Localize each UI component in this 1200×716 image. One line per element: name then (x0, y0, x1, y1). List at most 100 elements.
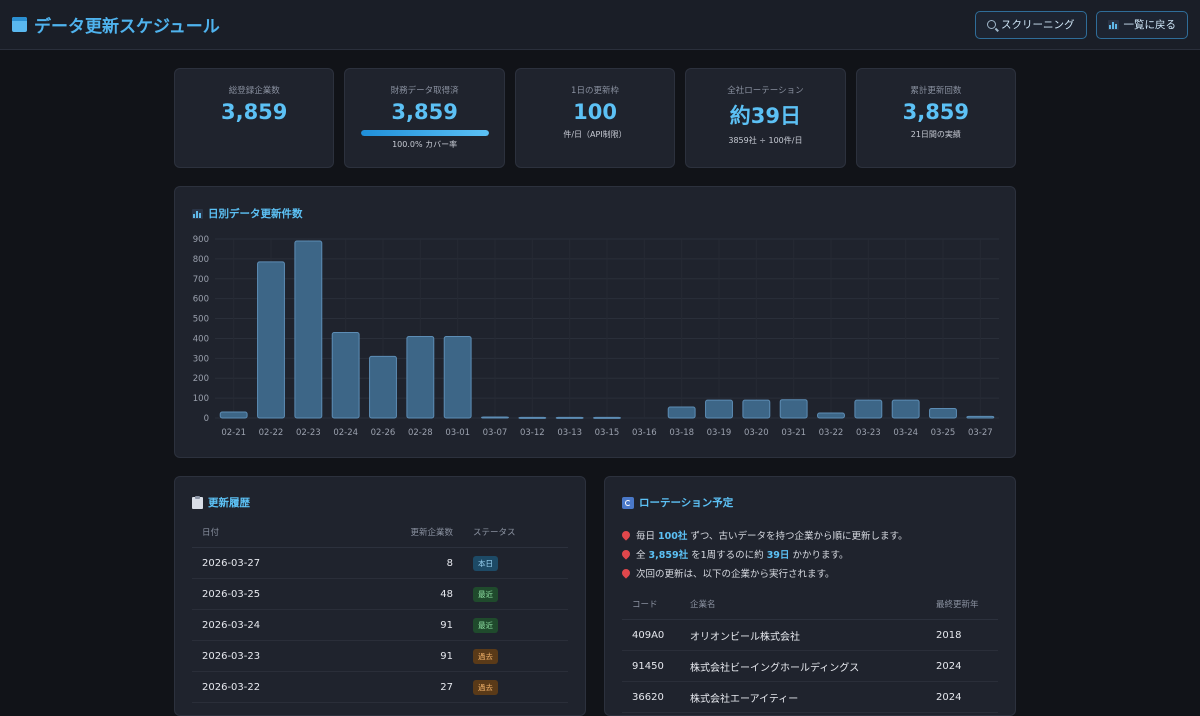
history-count: 48 (342, 578, 463, 610)
table-row: 2026-03-25 48 最近 (192, 578, 568, 610)
table-row: 409A0 オリオンビール株式会社 2018 (622, 619, 998, 651)
stat-sub: 3859社 ÷ 100件/日 (728, 136, 803, 145)
x-tick-label: 02-28 (408, 428, 433, 438)
stat-value: 3,859 (220, 100, 288, 124)
column-header-last-year: 最終更新年 (926, 598, 998, 620)
chart-title: 日別データ更新件数 (192, 206, 303, 221)
calendar-icon (12, 17, 27, 32)
bar-03-19 (705, 399, 733, 419)
column-header-count: 更新企業数 (342, 526, 463, 548)
bar-03-12 (518, 416, 547, 419)
stat-label: 総登録企業数 (228, 86, 280, 96)
table-row: 91450 株式会社ビーイングホールディングス 2024 (622, 650, 998, 682)
update-history-panel: 更新履歴 日付 更新企業数 ステータス 2026-03-27 8 本日 2026-03… (174, 476, 586, 716)
stat-sub: 件/日（API制限） (563, 130, 627, 139)
history-count: 8 (342, 547, 463, 579)
status-badge: 過去 (473, 648, 498, 664)
rotation-title: ローテーション予定 (622, 495, 998, 510)
pushpin-icon (620, 529, 632, 541)
table-header-row: 日付 更新企業数 ステータス (192, 526, 568, 548)
bar-03-21 (779, 399, 808, 419)
highlight-value: 100社 (658, 531, 688, 542)
x-tick-label: 02-21 (221, 428, 246, 438)
chart-title-text: 日別データ更新件数 (208, 208, 303, 220)
table-row: 2026-03-27 8 本日 (192, 547, 568, 579)
stat-rotation: 全社ローテーション 約39日 3859社 ÷ 100件/日 (685, 68, 846, 168)
history-date: 2026-03-27 (192, 547, 343, 579)
x-tick-label: 03-18 (669, 428, 694, 438)
history-count: 91 (342, 609, 463, 641)
column-header-status: ステータス (463, 526, 568, 548)
stat-value: 約39日 (729, 104, 802, 128)
status-badge: 最近 (473, 617, 498, 633)
y-tick-label: 200 (193, 374, 209, 384)
history-table: 日付 更新企業数 ステータス 2026-03-27 8 本日 2026-03-25 48… (192, 526, 568, 703)
bar-02-23 (294, 240, 323, 419)
x-tick-label: 03-01 (445, 428, 470, 438)
note-fragment: 全 (636, 550, 649, 561)
stats-row: 総登録企業数 3,859 財務データ取得済 3,859 100.0% カバー率 … (174, 68, 1017, 168)
x-tick-label: 03-25 (931, 428, 956, 438)
table-row: 2026-03-24 91 最近 (192, 609, 568, 641)
stat-value: 3,859 (902, 100, 970, 124)
screening-button[interactable]: スクリーニング (975, 10, 1087, 39)
y-tick-label: 300 (193, 354, 209, 364)
rotation-note: 次回の更新は、以下の企業から実行されます。 (620, 566, 998, 580)
stat-label: 1日の更新枠 (571, 86, 619, 96)
note-fragment: かかります。 (789, 550, 849, 561)
bottom-panels: 更新履歴 日付 更新企業数 ステータス 2026-03-27 8 本日 2026-03… (174, 476, 1016, 716)
bar-03-27 (966, 415, 995, 419)
x-tick-label: 03-07 (483, 428, 508, 438)
last-updated-year: 2024 (926, 650, 998, 682)
app-title: データ更新スケジュール (12, 12, 220, 37)
history-date: 2026-03-24 (192, 609, 343, 641)
rotation-note-text: 毎日 100社 ずつ、古いデータを持つ企業から順に更新します。 (636, 528, 908, 542)
daily-update-chart: 0 100 200 300 400 500 600 700 800 900 02-21 02-22 02… (193, 235, 999, 438)
stat-sub: 21日間の実績 (910, 130, 961, 139)
cycle-icon (622, 496, 634, 509)
rotation-schedule-panel: ローテーション予定 毎日 100社 ずつ、古いデータを持つ企業から順に更新します… (604, 476, 1016, 716)
bar-chart-icon (1107, 19, 1119, 30)
company-code: 91450 (622, 650, 680, 682)
bar-02-24 (331, 331, 360, 419)
next-companies-table: コード 企業名 最終更新年 409A0 オリオンビール株式会社 2018 91450 株… (622, 598, 998, 713)
rotation-note-text: 次回の更新は、以下の企業から実行されます。 (636, 566, 835, 580)
screening-button-label: スクリーニング (1001, 19, 1075, 31)
x-tick-label: 02-22 (259, 428, 284, 438)
x-tick-label: 03-27 (968, 428, 993, 438)
bar-03-15 (593, 416, 621, 419)
column-header-date: 日付 (192, 526, 343, 548)
search-icon (987, 20, 996, 29)
back-to-list-button[interactable]: 一覧に戻る (1095, 10, 1188, 39)
column-header-code: コード (622, 598, 680, 620)
rotation-note-text: 全 3,859社 を1周するのに約 39日 かかります。 (636, 547, 849, 561)
bar-03-07 (481, 416, 509, 419)
history-date: 2026-03-22 (192, 671, 343, 703)
last-updated-year: 2024 (926, 681, 998, 713)
stat-total-companies: 総登録企業数 3,859 (174, 68, 335, 168)
x-tick-label: 02-24 (333, 428, 358, 438)
bar-03-23 (854, 399, 883, 419)
x-tick-label: 03-13 (557, 428, 582, 438)
bar-02-22 (257, 261, 285, 419)
history-status-cell: 過去 (463, 671, 568, 703)
bar-03-22 (817, 412, 845, 419)
x-tick-label: 03-23 (856, 428, 881, 438)
history-title-text: 更新履歴 (208, 497, 250, 509)
bar-03-13 (555, 416, 584, 419)
y-tick-label: 700 (193, 275, 209, 285)
x-tick-label: 03-21 (781, 428, 806, 438)
x-tick-label: 02-26 (371, 428, 396, 438)
history-status-cell: 最近 (463, 609, 568, 641)
stat-daily-quota: 1日の更新枠 100 件/日（API制限） (514, 68, 676, 168)
bar-03-18 (667, 406, 696, 419)
status-badge: 過去 (473, 679, 498, 695)
rotation-title-text: ローテーション予定 (639, 497, 734, 509)
highlight-value: 3,859社 (648, 550, 689, 561)
bar-chart-icon (192, 208, 203, 219)
bar-03-20 (742, 399, 771, 419)
app-title-text: データ更新スケジュール (34, 17, 220, 37)
history-title: 更新履歴 (192, 495, 568, 510)
company-code: 409A0 (622, 619, 680, 651)
history-status-cell: 本日 (463, 547, 568, 579)
